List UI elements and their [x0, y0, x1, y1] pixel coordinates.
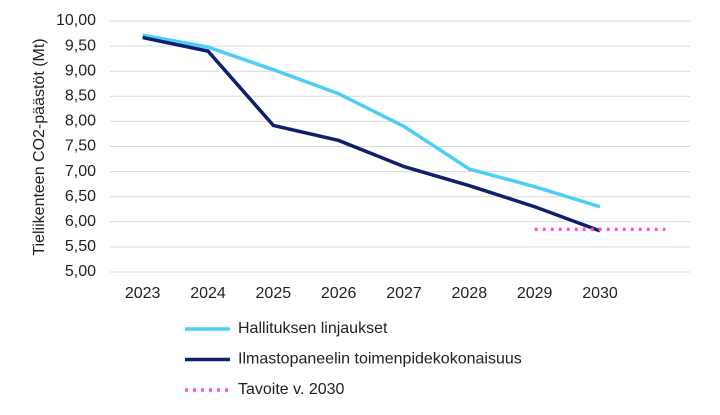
y-tick-label: 6,00 — [65, 213, 96, 230]
series-line — [142, 35, 601, 233]
x-tick-label: 2026 — [321, 285, 357, 302]
y-tick-label: 6,50 — [65, 188, 96, 205]
y-tick-label: 5,50 — [65, 238, 96, 255]
y-tick-label: 7,00 — [65, 163, 96, 180]
y-tick-label: 5,00 — [65, 263, 96, 280]
x-tick-label: 2024 — [190, 285, 226, 302]
x-tick-label: 2029 — [517, 285, 553, 302]
x-tick-label: 2027 — [386, 285, 422, 302]
y-tick-label: 8,50 — [65, 88, 96, 105]
x-tick-label: 2023 — [125, 285, 161, 302]
y-tick-label: 9,50 — [65, 37, 96, 54]
series-line — [142, 33, 601, 209]
legend-label: Hallituksen linjaukset — [238, 320, 388, 337]
legend-label: Tavoite v. 2030 — [238, 381, 345, 398]
y-axis-label: Tieliikenteen CO2-päästöt (Mt) — [31, 38, 48, 255]
y-tick-label: 7,50 — [65, 138, 96, 155]
x-tick-label: 2030 — [582, 285, 618, 302]
y-tick-label: 10,00 — [56, 12, 96, 29]
x-tick-label: 2028 — [452, 285, 488, 302]
y-tick-label: 9,00 — [65, 62, 96, 79]
y-tick-label: 8,00 — [65, 113, 96, 130]
legend-label: Ilmastopaneelin toimenpidekokonaisuus — [238, 351, 522, 368]
x-tick-label: 2025 — [256, 285, 292, 302]
